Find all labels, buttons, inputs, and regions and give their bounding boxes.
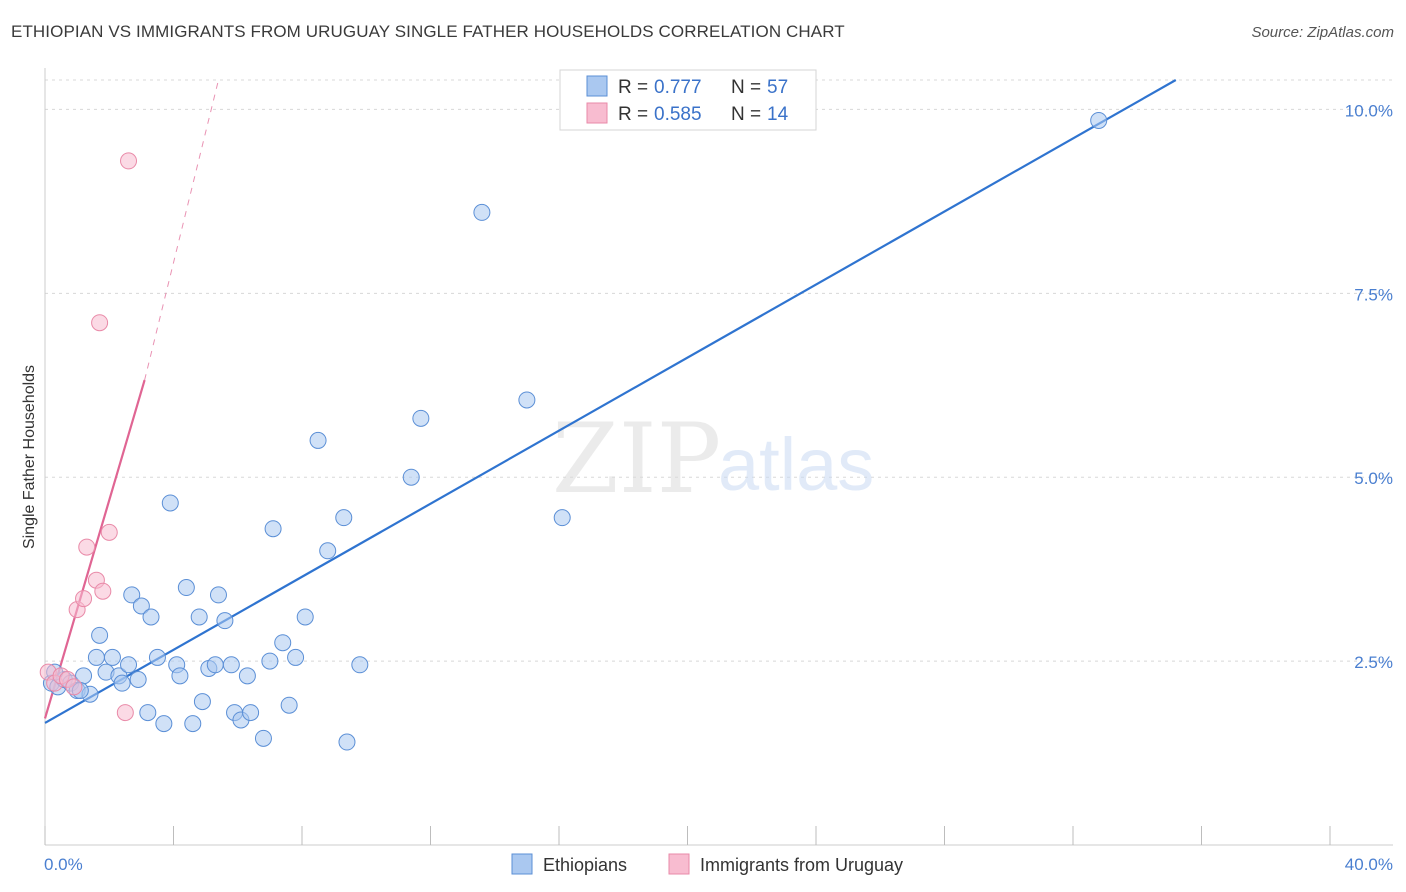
- point-ethiopians: [402, 468, 420, 486]
- x-tick-label-max: 40.0%: [1345, 855, 1393, 874]
- point-ethiopians: [206, 656, 224, 674]
- legend-r-value-2: 0.585: [654, 104, 702, 125]
- point-ethiopians: [338, 733, 356, 751]
- point-ethiopians: [287, 648, 305, 666]
- point-ethiopians: [177, 579, 195, 597]
- bottom-legend-swatch-ethiopians: [511, 853, 533, 875]
- point-ethiopians: [261, 652, 279, 670]
- y-tick-label: 5.0%: [1354, 469, 1393, 488]
- point-uruguay: [94, 582, 112, 600]
- point-ethiopians: [142, 608, 160, 626]
- point-ethiopians: [193, 693, 211, 711]
- grid-lines: [45, 79, 1393, 662]
- point-ethiopians: [190, 608, 208, 626]
- point-ethiopians: [113, 674, 131, 692]
- bottom-legend-swatch-uruguay: [668, 853, 690, 875]
- point-ethiopians: [296, 608, 314, 626]
- legend-swatch-ethiopians: [586, 75, 608, 97]
- x-tick-label-min: 0.0%: [44, 855, 83, 874]
- y-tick-label: 2.5%: [1354, 653, 1393, 672]
- bottom-legend-uruguay: Immigrants from Uruguay: [700, 855, 903, 875]
- legend-n-value-2: 14: [767, 104, 789, 125]
- point-ethiopians: [209, 586, 227, 604]
- point-ethiopians: [132, 597, 150, 615]
- point-uruguay: [65, 678, 83, 696]
- point-ethiopians: [161, 494, 179, 512]
- point-uruguay: [91, 314, 109, 332]
- bottom-legend-ethiopians: Ethiopians: [543, 855, 627, 875]
- point-ethiopians: [280, 696, 298, 714]
- point-ethiopians: [87, 648, 105, 666]
- point-ethiopians: [129, 670, 147, 688]
- point-ethiopians: [254, 729, 272, 747]
- point-ethiopians: [274, 634, 292, 652]
- point-ethiopians: [120, 656, 138, 674]
- point-uruguay: [120, 152, 138, 170]
- source-label: Source: ZipAtlas.com: [1251, 24, 1394, 41]
- point-ethiopians: [123, 586, 141, 604]
- point-ethiopians: [309, 431, 327, 449]
- legend-n-value-1: 57: [767, 77, 788, 98]
- point-ethiopians: [473, 203, 491, 221]
- point-ethiopians: [216, 612, 234, 630]
- watermark-zip: ZIP: [552, 403, 721, 515]
- point-ethiopians: [351, 656, 369, 674]
- scatter-points: [39, 111, 1108, 751]
- legend-n-label-2: N =: [731, 104, 761, 125]
- point-ethiopians: [155, 715, 173, 733]
- x-axis-ticks: [44, 826, 1331, 845]
- point-ethiopians: [171, 667, 189, 685]
- y-tick-label: 10.0%: [1345, 101, 1393, 120]
- point-ethiopians: [238, 667, 256, 685]
- chart-title: ETHIOPIAN VS IMMIGRANTS FROM URUGUAY SIN…: [11, 22, 845, 41]
- point-uruguay: [78, 538, 96, 556]
- y-tick-label: 7.5%: [1354, 285, 1393, 304]
- point-ethiopians: [242, 704, 260, 722]
- point-ethiopians: [91, 626, 109, 644]
- y-tick-labels: 2.5% 5.0% 7.5% 10.0%: [1345, 101, 1393, 672]
- point-ethiopians: [139, 704, 157, 722]
- point-ethiopians: [184, 715, 202, 733]
- legend-r-label-1: R =: [618, 77, 648, 98]
- legend-r-value-1: 0.777: [654, 77, 702, 98]
- trend-line-uruguay-dashed: [144, 79, 219, 381]
- legend-box: R = 0.777 N = 57 R = 0.585 N = 14: [559, 69, 817, 131]
- point-ethiopians: [319, 542, 337, 560]
- point-ethiopians: [335, 509, 353, 527]
- trend-lines: [43, 79, 1177, 724]
- trend-line-ethiopians: [44, 79, 1177, 724]
- point-uruguay: [75, 590, 93, 608]
- y-axis-label: Single Father Households: [21, 365, 38, 549]
- point-ethiopians: [553, 509, 571, 527]
- point-ethiopians: [518, 391, 536, 409]
- point-ethiopians: [222, 656, 240, 674]
- legend-r-label-2: R =: [618, 104, 648, 125]
- point-ethiopians: [1090, 111, 1108, 129]
- point-uruguay: [100, 523, 118, 541]
- watermark-atlas: atlas: [718, 423, 874, 506]
- point-ethiopians: [148, 648, 166, 666]
- point-ethiopians: [412, 409, 430, 427]
- point-ethiopians: [264, 520, 282, 538]
- point-uruguay: [116, 704, 134, 722]
- bottom-legend: Ethiopians Immigrants from Uruguay: [511, 853, 903, 875]
- legend-n-label-1: N =: [731, 77, 761, 98]
- point-ethiopians: [103, 648, 121, 666]
- watermark: ZIP atlas: [552, 403, 874, 515]
- legend-swatch-uruguay: [586, 102, 608, 124]
